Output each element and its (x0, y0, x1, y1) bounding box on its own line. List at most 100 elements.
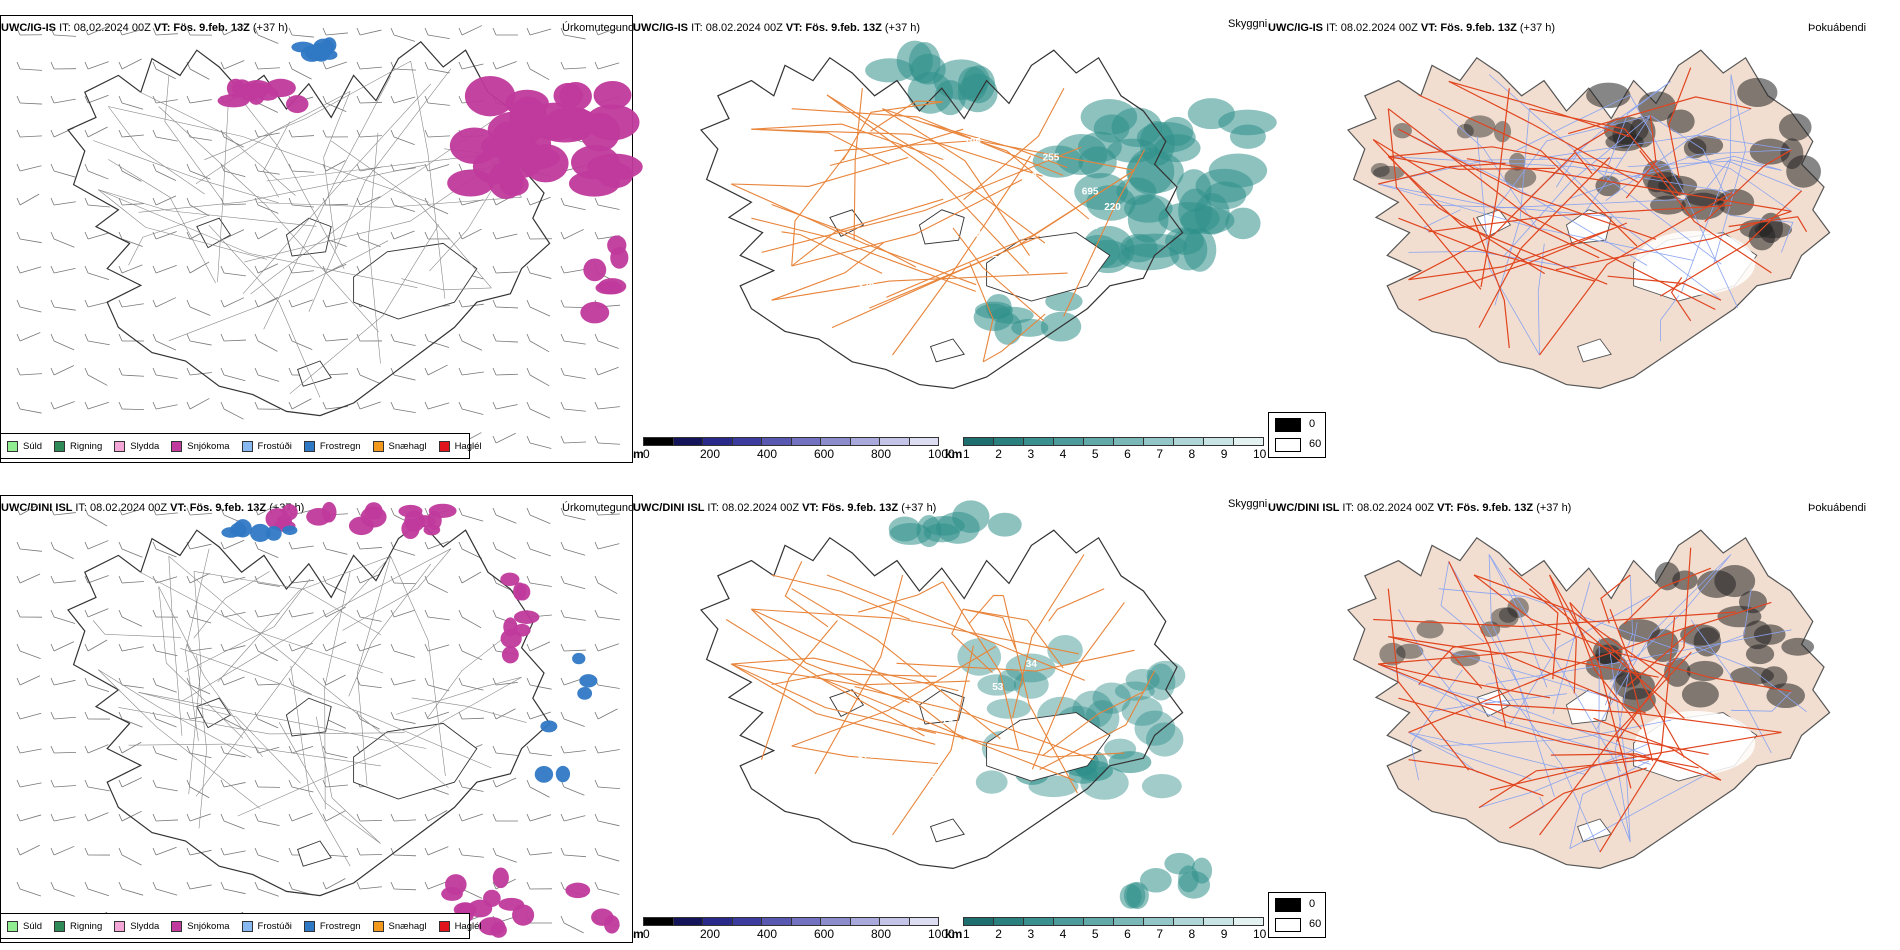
snowfall-area (306, 507, 331, 526)
wind-barb-flag (322, 541, 327, 550)
wind-barb (121, 374, 144, 377)
road-line (242, 83, 432, 294)
wind-barb-flag (84, 61, 89, 70)
wind-barb (597, 888, 620, 895)
low-visibility-area (1114, 681, 1155, 701)
glacier-outline (353, 722, 478, 800)
road-line (401, 278, 492, 291)
wind-barb (121, 58, 142, 70)
road-line (138, 692, 301, 784)
road-line (892, 645, 974, 836)
wind-barb-flag (526, 231, 531, 240)
wind-barb (359, 66, 382, 70)
fog-index-area (1743, 620, 1772, 650)
wind-barb-flag (50, 507, 55, 516)
low-visibility-area (1124, 194, 1173, 223)
wind-barb (223, 229, 245, 240)
wind-barb (19, 102, 42, 105)
road-line (185, 548, 210, 741)
wind-barb (53, 641, 75, 652)
fog-index-area (1745, 644, 1775, 665)
wind-barb-flag (492, 609, 497, 618)
wind-barb-flag (560, 27, 565, 36)
fog-index-area (1760, 666, 1788, 690)
wind-barb-flag (594, 847, 599, 856)
wind-barb-flag (424, 813, 429, 822)
road-line (1398, 217, 1595, 282)
wind-barb-flag (50, 779, 55, 788)
wind-barb-flag (492, 231, 497, 240)
wind-barb (19, 548, 42, 552)
glacier-outline (930, 818, 965, 843)
colorbar-segment (1143, 917, 1174, 926)
wind-barb (189, 786, 210, 799)
glacier-outline (285, 697, 332, 737)
wind-barb (87, 575, 109, 584)
wind-barb-flag (118, 847, 123, 856)
freezing-rain-area (229, 522, 247, 537)
fog-index-area (1778, 113, 1812, 141)
wind-barb-flag (458, 401, 463, 410)
fog-index-area (1717, 605, 1762, 628)
wind-barb-flag (424, 677, 429, 686)
wind-barb-flag (84, 265, 89, 274)
road-line (1410, 669, 1463, 781)
wind-barb-flag (84, 367, 89, 376)
road-line (1478, 742, 1650, 808)
wind-barb (19, 408, 42, 414)
freezing-rain-area (534, 765, 554, 783)
road-line (237, 676, 522, 817)
wind-barb-flag (322, 129, 327, 138)
wind-barb-flag (594, 231, 599, 240)
wind-barb-flag (16, 265, 21, 274)
wind-barb (291, 340, 313, 351)
fog-map (1346, 529, 1831, 870)
road-line (1690, 619, 1772, 754)
wind-barb (19, 782, 42, 788)
precip-map-frame (0, 495, 633, 943)
road-line (870, 100, 943, 132)
legend-swatch (372, 920, 384, 932)
wind-barb (393, 679, 416, 686)
road-line (356, 556, 391, 786)
road-line (1373, 611, 1736, 628)
wind-barb-flag (526, 333, 531, 342)
colorbar-tick: 400 (757, 447, 778, 461)
road-line (427, 631, 512, 719)
wind-barb-flag (220, 129, 225, 138)
colorbar-segment (963, 917, 994, 926)
low-visibility-area (1229, 124, 1266, 149)
colorbar-segment (1143, 437, 1174, 446)
wind-barb (563, 67, 586, 70)
wind-barb (121, 718, 143, 728)
ceiling-value-label: 370 (858, 750, 875, 761)
wind-barb (461, 571, 482, 584)
wind-barb-flag (84, 711, 89, 720)
wind-barb (87, 301, 110, 308)
road-line (969, 262, 994, 362)
road-line (290, 665, 351, 867)
wind-barb-flag (492, 27, 497, 36)
glacier-outline (986, 232, 1111, 302)
wind-barb-flag (152, 231, 157, 240)
wind-barb-flag (84, 95, 89, 104)
legend-swatch (372, 440, 384, 452)
wind-barb (257, 683, 280, 686)
wind-barb (87, 26, 109, 36)
precip-legend-item: Snjókoma (171, 440, 230, 452)
wind-barb-flag (526, 299, 531, 308)
wind-barb-flag (594, 609, 599, 618)
wind-barb-flag (390, 95, 395, 104)
road-line (331, 140, 492, 289)
wind-barb-flag (560, 813, 565, 822)
wind-barb-flag (254, 507, 259, 516)
wind-barb (393, 819, 416, 822)
road-line (858, 581, 944, 613)
wind-barb (393, 548, 416, 556)
precip-legend-item: Rigning (54, 920, 102, 932)
road-line (1408, 152, 1576, 281)
fog-index-area (1654, 562, 1680, 591)
ceiling-value-label: 195 (964, 137, 981, 148)
road-line (968, 594, 1004, 625)
precip-panel-title: Úrkomutegund (562, 502, 635, 514)
